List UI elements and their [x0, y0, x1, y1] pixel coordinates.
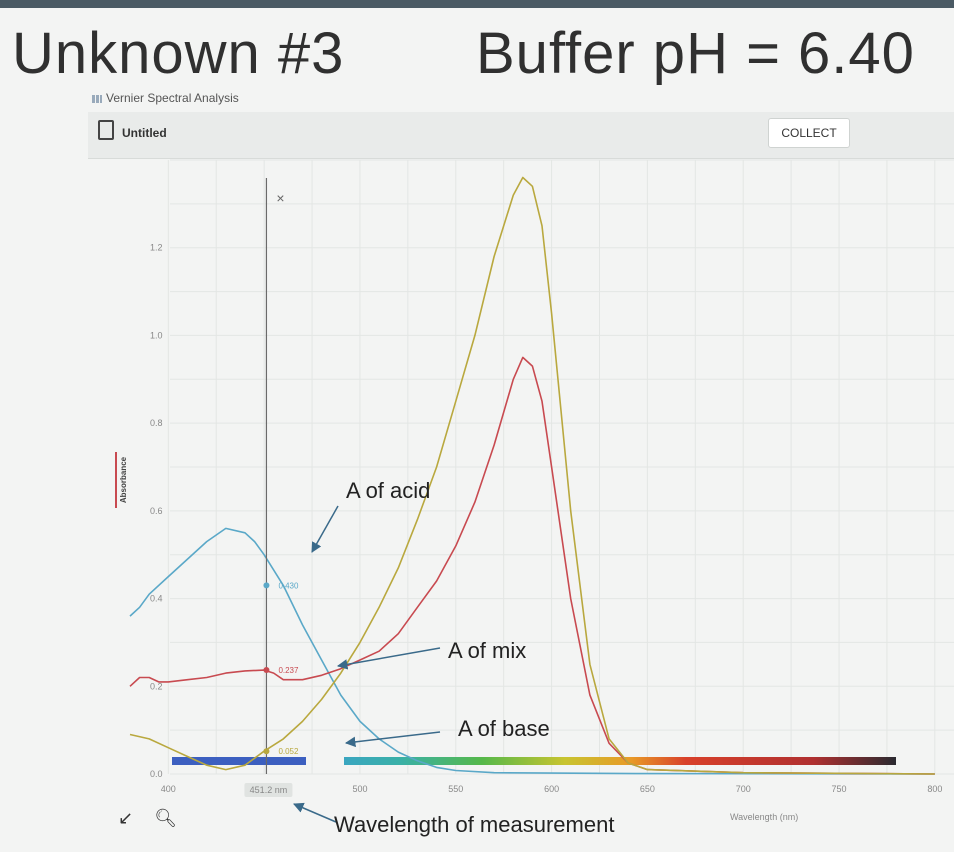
axis-scale-icon[interactable]: ↙	[118, 808, 134, 828]
visible-band	[344, 757, 896, 765]
series-line-1	[129, 527, 935, 775]
annotation-label-1: A of acid	[346, 478, 430, 503]
collect-button[interactable]: COLLECT	[768, 118, 850, 148]
spectrum-bar	[172, 757, 896, 765]
buffer-title: Buffer pH = 6.40	[476, 21, 915, 86]
cursor-point-2	[263, 667, 270, 674]
toolbar: Untitled COLLECT	[88, 112, 954, 159]
series-line-3	[129, 176, 935, 775]
x-tick-label: 800	[927, 784, 942, 794]
file-name[interactable]: Untitled	[122, 126, 167, 140]
annotation-arrow-2	[336, 647, 441, 670]
x-tick-label: 400	[161, 784, 176, 794]
y-tick-label: 0.4	[150, 594, 163, 604]
cursor-point-3	[263, 748, 270, 755]
cursor-close-icon[interactable]: ×	[276, 190, 284, 206]
y-tick-label: 0.2	[150, 681, 163, 691]
file-icon[interactable]	[98, 120, 114, 140]
annotation-arrow-4	[293, 802, 337, 823]
series-lines	[129, 176, 935, 775]
grid	[167, 159, 954, 775]
series-line-2	[129, 356, 935, 775]
y-tick-label: 0.8	[150, 418, 163, 428]
app-name: Vernier Spectral Analysis	[92, 91, 239, 105]
cursor-point-1	[263, 582, 270, 589]
cursor[interactable]: × 451.2 nm 0.430 0.237 0.052	[244, 178, 299, 797]
x-tick-label: 650	[640, 784, 655, 794]
x-tick-label: 700	[736, 784, 751, 794]
x-tick-label: 500	[352, 784, 367, 794]
cursor-value-label: 451.2 nm	[250, 785, 288, 795]
bottom-tools: ↙ 🔍︎	[118, 808, 193, 829]
x-tick-label: 600	[544, 784, 559, 794]
x-tick-label: 550	[448, 784, 463, 794]
annotation-label-4: Wavelength of measurement	[334, 812, 614, 837]
zoom-icon[interactable]: 🔍︎	[154, 808, 177, 828]
y-tick-label: 0.0	[150, 769, 163, 779]
y-tick-label: 1.0	[150, 330, 163, 340]
top-strip	[0, 0, 954, 8]
cursor-value-box	[244, 783, 293, 797]
annotation-label-2: A of mix	[448, 638, 526, 663]
annotations: A of acid A of mix A of base Wavelength of …	[293, 478, 614, 837]
x-axis-label: Wavelength (nm)	[730, 812, 798, 822]
unknown-title: Unknown #3	[12, 21, 345, 86]
annotation-label-3: A of base	[458, 716, 550, 741]
cursor-readout-3: 0.052	[278, 747, 299, 756]
vernier-logo-icon	[92, 94, 102, 103]
x-tick-label: 750	[832, 784, 847, 794]
violet-band	[172, 757, 306, 765]
annotation-arrow-3	[344, 731, 441, 748]
annotation-arrow-1	[311, 505, 339, 553]
y-axis-label: Absorbance	[119, 456, 128, 503]
app-name-text: Vernier Spectral Analysis	[106, 91, 239, 105]
y-tick-label: 1.2	[150, 243, 163, 253]
y-tick-label: 0.6	[150, 506, 163, 516]
cursor-readout-1: 0.430	[278, 581, 299, 590]
cursor-readout-2: 0.237	[278, 666, 299, 675]
tick-labels: 400 500 550 600 650 700 750 800 0.0 0.2 0.4 0.6 0.8 1…	[115, 243, 942, 822]
